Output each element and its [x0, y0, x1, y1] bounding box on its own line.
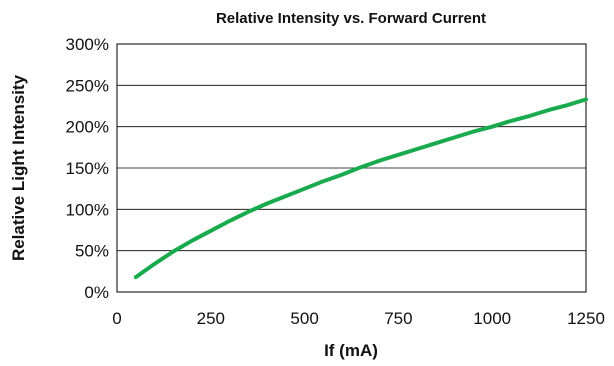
series-group [133, 97, 588, 280]
x-tick-label: 250 [197, 309, 225, 328]
y-tick-label: 250% [66, 76, 109, 95]
y-tick-labels: 0% 50% 100% 150% 200% 250% 300% [66, 35, 109, 302]
y-tick-label: 300% [66, 35, 109, 54]
y-tick-label: 150% [66, 159, 109, 178]
x-tick-label: 750 [384, 309, 412, 328]
plot-frame [116, 43, 587, 293]
x-axis-label: If (mA) [324, 341, 378, 360]
y-tick-label: 100% [66, 200, 109, 219]
y-tick-label: 50% [75, 242, 109, 261]
y-tick-label: 200% [66, 118, 109, 137]
y-axis-label: Relative Light Intensity [9, 74, 28, 261]
gridlines [117, 43, 586, 293]
series-line [133, 97, 588, 280]
chart-title: Relative Intensity vs. Forward Current [216, 10, 486, 27]
x-tick-labels: 0 250 500 750 1000 1250 [112, 309, 605, 328]
x-tick-label: 1250 [567, 309, 605, 328]
x-tick-label: 1000 [473, 309, 511, 328]
x-tick-label: 500 [290, 309, 318, 328]
x-tick-label: 0 [112, 309, 121, 328]
y-tick-label: 0% [84, 283, 109, 302]
